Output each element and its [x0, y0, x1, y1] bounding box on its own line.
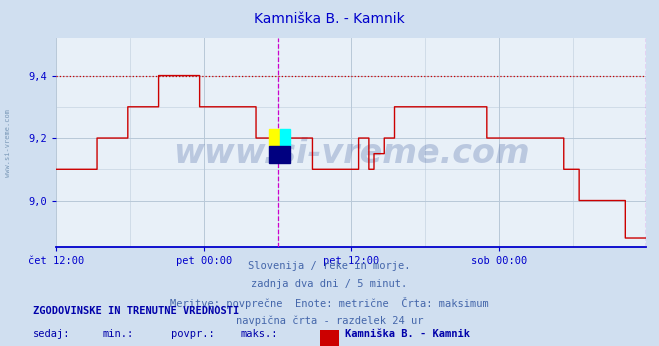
Text: www.si-vreme.com: www.si-vreme.com — [173, 137, 529, 170]
Text: ZGODOVINSKE IN TRENUTNE VREDNOSTI: ZGODOVINSKE IN TRENUTNE VREDNOSTI — [33, 306, 239, 316]
Bar — [270, 146, 290, 163]
Text: povpr.:: povpr.: — [171, 329, 215, 339]
Text: min.:: min.: — [102, 329, 133, 339]
Text: Kamniška B. - Kamnik: Kamniška B. - Kamnik — [254, 12, 405, 26]
Bar — [279, 129, 290, 146]
Text: zadnja dva dni / 5 minut.: zadnja dva dni / 5 minut. — [251, 279, 408, 289]
Text: maks.:: maks.: — [241, 329, 278, 339]
Text: Meritve: povprečne  Enote: metrične  Črta: maksimum: Meritve: povprečne Enote: metrične Črta:… — [170, 297, 489, 309]
Text: www.si-vreme.com: www.si-vreme.com — [5, 109, 11, 177]
Text: Kamniška B. - Kamnik: Kamniška B. - Kamnik — [345, 329, 470, 339]
Text: navpična črta - razdelek 24 ur: navpična črta - razdelek 24 ur — [236, 315, 423, 326]
Bar — [270, 129, 279, 146]
Text: sedaj:: sedaj: — [33, 329, 71, 339]
Text: Slovenija / reke in morje.: Slovenija / reke in morje. — [248, 261, 411, 271]
